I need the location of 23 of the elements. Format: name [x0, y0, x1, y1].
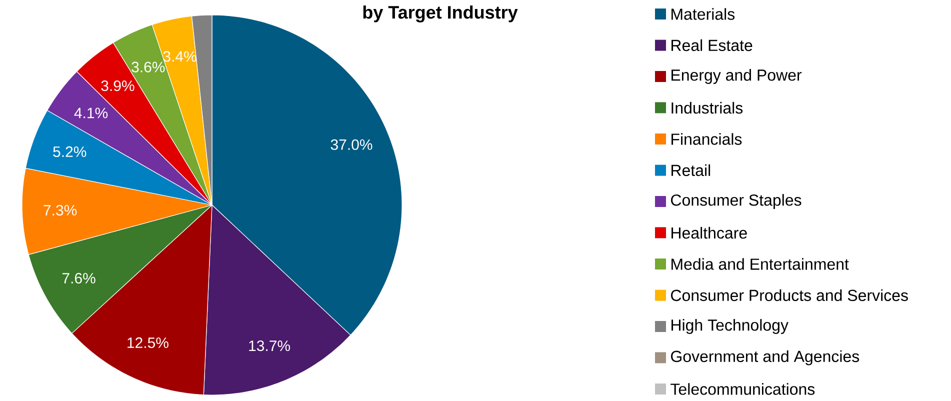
- data-label: 7.3%: [44, 204, 77, 216]
- legend-label: Healthcare: [672, 226, 747, 239]
- data-label: 5.2%: [53, 146, 86, 158]
- legend-label: Government and Agencies: [671, 350, 860, 366]
- legend-label: Consumer Products and Services: [671, 289, 908, 302]
- data-label: 3.9%: [101, 80, 134, 92]
- data-label: 37.0%: [330, 139, 372, 150]
- data-label: 12.5%: [128, 337, 168, 348]
- data-label: 7.6%: [62, 272, 96, 284]
- legend-label: Telecommunications: [670, 383, 815, 395]
- legend-label: Media and Entertainment: [672, 258, 849, 270]
- data-label: 4.1%: [74, 108, 108, 118]
- legend-label: Consumer Staples: [671, 194, 802, 209]
- legend-label: Real Estate: [672, 39, 752, 52]
- legend-label: High Technology: [672, 319, 788, 334]
- data-label: 13.7%: [249, 340, 290, 352]
- legend-label: Industrials: [672, 102, 743, 114]
- legend-label: Energy and Power: [672, 69, 802, 84]
- data-label: 3.6%: [132, 62, 165, 72]
- legend-label: Retail: [672, 164, 710, 176]
- legend-label: Financials: [672, 133, 742, 145]
- legend-label: Materials: [672, 8, 735, 20]
- chart-title: by Target Industry: [363, 6, 518, 22]
